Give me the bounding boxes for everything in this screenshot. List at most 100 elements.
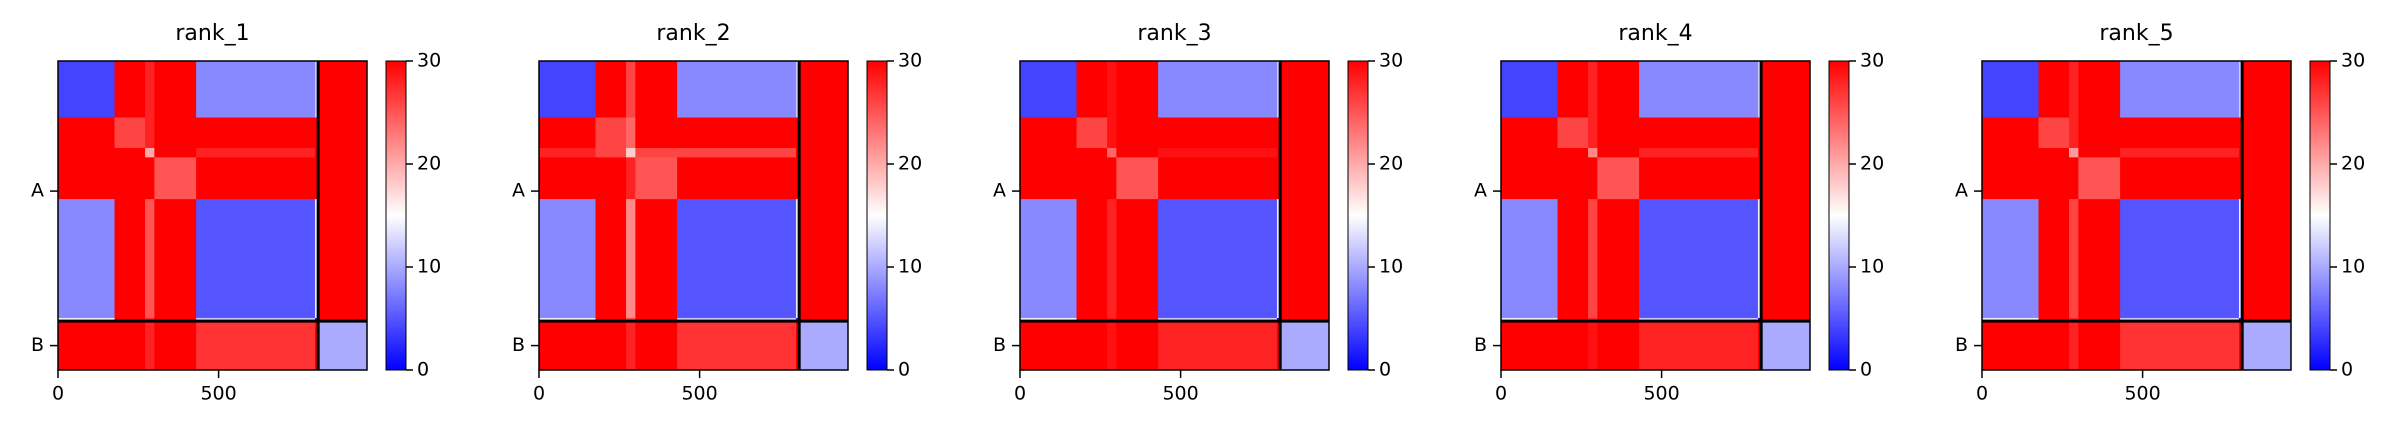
- colorbar-tick-label: 0: [1379, 359, 1391, 381]
- heatmap-cell: [114, 148, 146, 158]
- heatmap-cell: [1597, 157, 1640, 200]
- heatmap-cell: [539, 61, 597, 119]
- heatmap-cell: [2120, 321, 2240, 371]
- heatmap-cell: [1588, 61, 1598, 119]
- heatmap-cell: [196, 148, 316, 158]
- heatmap-cell: [1158, 61, 1278, 119]
- chain-label: A: [993, 180, 1006, 202]
- heatmap-cell: [145, 199, 155, 319]
- heatmap-cell: [2038, 148, 2070, 158]
- heatmap-cell: [1076, 199, 1108, 319]
- heatmap-cell: [799, 157, 849, 200]
- heatmap-cell: [196, 157, 316, 200]
- heatmap-cell: [2069, 157, 2079, 200]
- colorbar-tick-label: 10: [417, 256, 441, 278]
- heatmap-cell: [2038, 117, 2070, 149]
- heatmap-cell: [1588, 117, 1598, 149]
- heatmap-cell: [1588, 148, 1598, 158]
- heatmap-cell: [1280, 321, 1330, 371]
- panel-title: rank_5: [2099, 21, 2173, 46]
- heatmap: [539, 61, 849, 371]
- heatmap: [1501, 61, 1811, 371]
- heatmap-cell: [1597, 117, 1640, 149]
- heatmap-cell: [595, 117, 627, 149]
- heatmap-cell: [539, 157, 597, 200]
- heatmap-cell: [2069, 117, 2079, 149]
- heatmap-cell: [1158, 157, 1278, 200]
- heatmap-cell: [2242, 321, 2292, 371]
- heatmap-cell: [677, 199, 797, 319]
- heatmap-cell: [196, 61, 316, 119]
- panel-title: rank_3: [1137, 21, 1211, 46]
- heatmap-cell: [1501, 117, 1559, 149]
- heatmap-cell: [1076, 321, 1108, 371]
- heatmap-cell: [1982, 157, 2040, 200]
- colorbar-tick-label: 20: [417, 153, 441, 175]
- heatmap-cell: [318, 321, 368, 371]
- colorbar-tick-label: 30: [1860, 50, 1884, 72]
- heatmap-cell: [1639, 321, 1759, 371]
- heatmap-cell: [1761, 61, 1811, 119]
- heatmap-cell: [2038, 61, 2070, 119]
- heatmap-frame: [538, 60, 849, 371]
- chain-label: A: [31, 180, 44, 202]
- heatmap-cell: [1639, 157, 1759, 200]
- heatmap-cell: [1020, 117, 1078, 149]
- heatmap-cell: [2078, 199, 2121, 319]
- chain-label: A: [1474, 180, 1487, 202]
- colorbar: [866, 60, 888, 371]
- x-tick-label: 500: [2124, 383, 2160, 405]
- heatmap-cell: [677, 61, 797, 119]
- colorbar: [1828, 60, 1850, 371]
- heatmap-cell: [1557, 321, 1589, 371]
- heatmap-cell: [799, 117, 849, 149]
- heatmap: [1982, 61, 2292, 371]
- colorbar-tick-label: 0: [417, 359, 429, 381]
- heatmap-cell: [1076, 157, 1108, 200]
- heatmap-cell: [799, 61, 849, 119]
- heatmap-cell: [1639, 61, 1759, 119]
- heatmap-cell: [1557, 61, 1589, 119]
- heatmap-cell: [58, 157, 116, 200]
- heatmap-cell: [196, 321, 316, 371]
- colorbar-tick-label: 20: [2341, 153, 2365, 175]
- heatmap-cell: [318, 117, 368, 149]
- heatmap-cell: [2038, 321, 2070, 371]
- heatmap-cell: [318, 61, 368, 119]
- heatmap-cell: [1588, 199, 1598, 319]
- heatmap-cell: [1107, 61, 1117, 119]
- heatmap-cell: [145, 157, 155, 200]
- heatmap-cell: [154, 157, 197, 200]
- heatmap-cell: [1116, 199, 1159, 319]
- heatmap-cell: [1597, 148, 1640, 158]
- colorbar-tick-label: 20: [1860, 153, 1884, 175]
- heatmap-cell: [539, 321, 597, 371]
- heatmap-cell: [1597, 321, 1640, 371]
- heatmap-cell: [1076, 148, 1108, 158]
- colorbar: [2309, 60, 2331, 371]
- colorbar-tick-label: 20: [1379, 153, 1403, 175]
- heatmap-cell: [2078, 321, 2121, 371]
- heatmap-cell: [1982, 61, 2040, 119]
- heatmap-cell: [595, 148, 627, 158]
- heatmap-cell: [1280, 61, 1330, 119]
- colorbar-tick-label: 0: [898, 359, 910, 381]
- heatmap-cell: [1501, 61, 1559, 119]
- panel-title: rank_1: [175, 21, 249, 46]
- panel-title: rank_2: [656, 21, 730, 46]
- chain-label: B: [512, 334, 525, 356]
- heatmap-cell: [1107, 199, 1117, 319]
- heatmap: [1020, 61, 1330, 371]
- heatmap-cell: [154, 321, 197, 371]
- heatmap-cell: [626, 117, 636, 149]
- heatmap-frame: [1019, 60, 1330, 371]
- colorbar-tick-label: 30: [1379, 50, 1403, 72]
- colorbar-tick-label: 20: [898, 153, 922, 175]
- heatmap-cell: [626, 61, 636, 119]
- heatmap-cell: [2038, 199, 2070, 319]
- heatmap-cell: [677, 321, 797, 371]
- colorbar-tick-label: 10: [1379, 256, 1403, 278]
- heatmap-cell: [58, 199, 116, 319]
- heatmap-cell: [1557, 148, 1589, 158]
